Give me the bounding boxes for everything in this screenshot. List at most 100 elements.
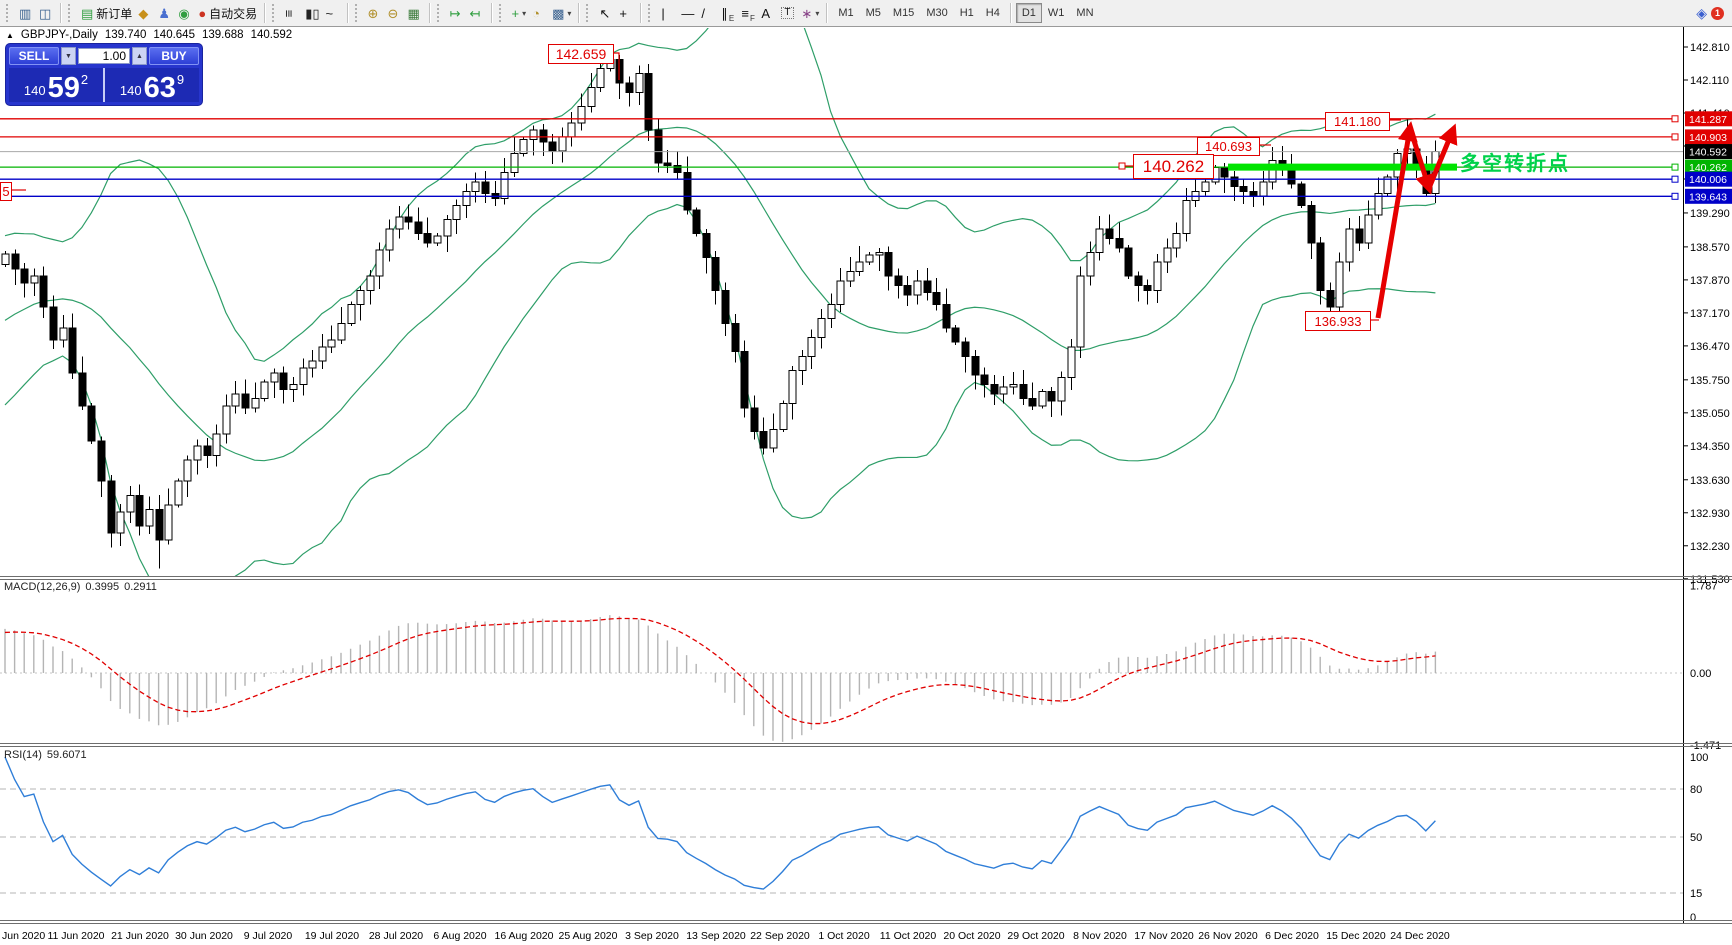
price-tick: 142.810 bbox=[1690, 42, 1730, 54]
sell-button[interactable]: SELL bbox=[9, 47, 59, 65]
periods-icon[interactable]: ◔ bbox=[529, 2, 549, 24]
symbol-marker-icon: ▲ bbox=[6, 30, 14, 40]
timeframe-w1-button[interactable]: W1 bbox=[1042, 3, 1071, 23]
timeframe-m30-button[interactable]: M30 bbox=[920, 3, 953, 23]
timeframe-m5-button[interactable]: M5 bbox=[860, 3, 887, 23]
auto-scroll-icon: ↦ bbox=[449, 5, 461, 21]
timeframe-d1-button[interactable]: D1 bbox=[1015, 3, 1042, 23]
price-tick: 137.870 bbox=[1690, 275, 1730, 287]
crosshair-icon[interactable]: + bbox=[616, 2, 636, 24]
price-level-chip: 141.287 bbox=[1689, 114, 1727, 126]
callout-142659[interactable]: 142.659 bbox=[548, 44, 614, 64]
bar-chart-icon[interactable]: ≡ bbox=[281, 2, 302, 24]
eraser-icon: ◆ bbox=[138, 5, 149, 21]
equidistant-channel-icon[interactable]: ∥ E bbox=[718, 2, 738, 24]
cursor-icon[interactable]: ↖ bbox=[596, 2, 616, 24]
price-axis[interactable]: 142.810142.110141.410140.710140.010139.2… bbox=[1683, 27, 1732, 924]
toolbar-buttons: ▥ ◫ ▤ 新订单 ◆ ♟ ◉ ● 自动交易 ≡ ▮▯ ~ ⊕ ⊖ ▦ ↦ ↤ + ▾ ◔ ▩ ▾ ↖ + | — / ∥ E ≡ F A T ∗… bbox=[4, 2, 1696, 24]
arrows-icon[interactable]: ∗ ▾ bbox=[798, 2, 822, 24]
volume-down-button[interactable]: ▼ bbox=[61, 47, 76, 65]
vertical-line-icon: | bbox=[661, 5, 665, 21]
timeframe-m1-button[interactable]: M1 bbox=[832, 3, 859, 23]
rsi-tick: 15 bbox=[1690, 888, 1702, 900]
date-label: 9 Jul 2020 bbox=[244, 930, 293, 942]
expert-advisors-icon: ♟ bbox=[158, 5, 170, 21]
timeframe-h1-button[interactable]: H1 bbox=[954, 3, 980, 23]
new-chart-icon[interactable]: ▥ bbox=[16, 2, 36, 24]
signals-icon[interactable]: ◉ bbox=[175, 2, 195, 24]
price-tick: 133.630 bbox=[1690, 475, 1730, 487]
ohlc-open: 139.740 bbox=[104, 29, 147, 41]
macd-label: MACD(12,26,9) 0.3995 0.2911 bbox=[4, 581, 157, 593]
buy-price[interactable]: 140 63 9 bbox=[105, 68, 199, 103]
price-tick: 142.110 bbox=[1690, 75, 1729, 87]
price-level-chip: 140.592 bbox=[1689, 147, 1727, 159]
callout-141180[interactable]: 141.180 bbox=[1325, 112, 1390, 131]
autotrading-icon[interactable]: ● 自动交易 bbox=[195, 2, 260, 24]
callout-140262[interactable]: 140.262 bbox=[1133, 154, 1214, 179]
price-tick: 132.230 bbox=[1690, 541, 1730, 553]
zoom-out-icon[interactable]: ⊖ bbox=[385, 2, 405, 24]
timeframe-mn-button[interactable]: MN bbox=[1070, 3, 1099, 23]
new-order-icon[interactable]: ▤ 新订单 bbox=[78, 2, 135, 24]
line-chart-icon: ~ bbox=[325, 5, 334, 21]
price-level-chip: 140.006 bbox=[1689, 174, 1727, 186]
horizontal-line-icon: — bbox=[681, 5, 695, 21]
buy-button[interactable]: BUY bbox=[149, 47, 199, 65]
volume-up-button[interactable]: ▲ bbox=[132, 47, 147, 65]
toolbar-right: ◈ 1 bbox=[1696, 5, 1728, 22]
time-axis[interactable]: Jun 2020 11 Jun 2020 21 Jun 2020 30 Jun 202… bbox=[2, 930, 1450, 942]
ohlc-low: 139.688 bbox=[201, 29, 244, 41]
fibonacci-icon[interactable]: ≡ F bbox=[738, 2, 758, 24]
macd-pane bbox=[0, 615, 1683, 742]
candlestick-series bbox=[1, 52, 1440, 569]
chart-shift-icon[interactable]: ↤ bbox=[467, 2, 487, 24]
sell-price[interactable]: 140 59 2 bbox=[9, 68, 105, 103]
zoom-in-icon[interactable]: ⊕ bbox=[365, 2, 385, 24]
price-tick: 134.350 bbox=[1690, 441, 1730, 453]
timeframe-h4-button[interactable]: H4 bbox=[980, 3, 1006, 23]
text-label-icon[interactable]: T bbox=[778, 2, 798, 24]
profiles-icon[interactable]: ◫ bbox=[36, 2, 56, 24]
tile-windows-icon[interactable]: ▦ bbox=[405, 2, 425, 24]
candlestick-icon: ▮▯ bbox=[305, 5, 320, 21]
price-level-chip: 139.643 bbox=[1689, 191, 1727, 203]
auto-scroll-icon[interactable]: ↦ bbox=[447, 2, 467, 24]
timeframe-m15-button[interactable]: M15 bbox=[887, 3, 920, 23]
price-tick: 138.570 bbox=[1690, 242, 1730, 254]
date-label: 25 Aug 2020 bbox=[559, 930, 618, 942]
price-tick: 135.750 bbox=[1690, 375, 1730, 387]
ohlc-close: 140.592 bbox=[250, 29, 293, 41]
callout-left-clipped[interactable]: 5 bbox=[0, 182, 12, 201]
pane-splitters[interactable] bbox=[0, 576, 1732, 924]
note-text[interactable]: 多空转折点 bbox=[1460, 153, 1570, 175]
buy-price-sup: 9 bbox=[176, 72, 185, 87]
price-tick: 135.050 bbox=[1690, 408, 1730, 420]
date-label: 6 Dec 2020 bbox=[1265, 930, 1319, 942]
date-label: 30 Jun 2020 bbox=[175, 930, 233, 942]
forecast-arrows[interactable] bbox=[1375, 121, 1458, 319]
callout-136933[interactable]: 136.933 bbox=[1305, 311, 1371, 331]
quote-panel: ▲ GBPJPY-,Daily 139.740 140.645 139.688 … bbox=[6, 29, 292, 105]
text-label-icon: T bbox=[781, 7, 794, 19]
templates-icon[interactable]: ▩ ▾ bbox=[549, 2, 574, 24]
callout-140693[interactable]: 140.693 bbox=[1197, 137, 1260, 156]
volume-input[interactable] bbox=[78, 48, 130, 64]
notifications-badge[interactable]: 1 bbox=[1711, 6, 1724, 20]
expert-advisors-icon[interactable]: ♟ bbox=[155, 2, 175, 24]
line-chart-icon[interactable]: ~ bbox=[323, 2, 343, 24]
text-icon[interactable]: A bbox=[758, 2, 778, 24]
candlestick-icon[interactable]: ▮▯ bbox=[302, 2, 322, 24]
quick-search-icon[interactable]: ◈ bbox=[1696, 4, 1707, 21]
horizontal-line-icon[interactable]: — bbox=[678, 2, 698, 24]
periods-icon: ◔ bbox=[532, 5, 540, 21]
eraser-icon[interactable]: ◆ bbox=[135, 2, 155, 24]
date-label: 28 Jul 2020 bbox=[369, 930, 423, 942]
sell-price-handle: 140 bbox=[23, 83, 46, 98]
buy-price-handle: 140 bbox=[119, 83, 142, 98]
trendline-icon[interactable]: / bbox=[698, 2, 718, 24]
indicators-icon[interactable]: + ▾ bbox=[509, 2, 530, 24]
vertical-line-icon[interactable]: | bbox=[658, 2, 678, 24]
